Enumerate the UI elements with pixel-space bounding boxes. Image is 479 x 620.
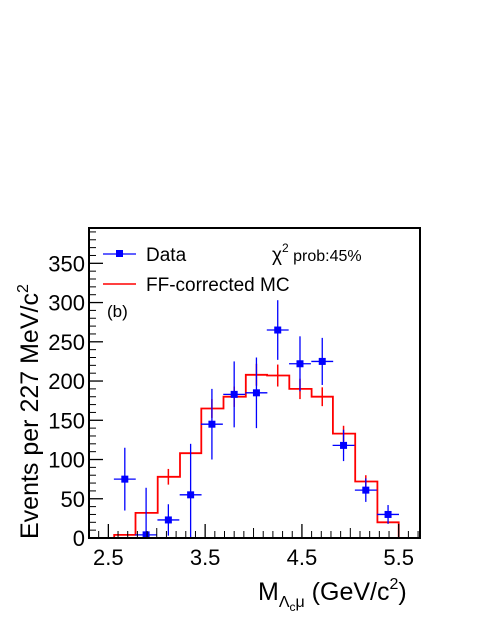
data-point <box>121 475 129 483</box>
y-axis-title: Events per 227 MeV/c2 <box>15 284 44 539</box>
data-points-layer <box>113 300 399 539</box>
x-axis-title-unit-sup: 2 <box>389 576 398 593</box>
data-point <box>142 531 150 539</box>
data-point <box>318 357 326 365</box>
x-axis-title-sub-lambda: Λ <box>279 594 290 611</box>
x-axis-title-sub-mu: μ <box>296 594 305 611</box>
data-point <box>362 486 370 494</box>
data-point <box>296 360 304 368</box>
chi2-annotation: χ2 prob:45% <box>272 241 362 266</box>
y-tick-label: 350 <box>48 251 85 276</box>
x-tick-label: 2.5 <box>93 545 124 570</box>
data-point <box>340 441 348 449</box>
x-axis-title: MΛcμ (GeV/c2) <box>258 576 407 614</box>
x-axis-title-unit: (GeV/c <box>305 578 390 606</box>
data-point <box>274 326 282 334</box>
legend: Data FF-corrected MC <box>103 245 290 296</box>
data-point <box>208 420 216 428</box>
chi2-sup: 2 <box>282 241 289 255</box>
mc-step-line <box>89 373 420 539</box>
panel-label: (b) <box>107 302 128 321</box>
chi2-symbol: χ <box>272 245 282 266</box>
y-tick-label: 100 <box>48 448 85 473</box>
legend-data-marker <box>116 250 123 257</box>
tick-labels-layer: 0 50 100 150 200 250 300 350 2.5 3.5 4.5 5.5 <box>48 251 414 570</box>
x-tick-label: 4.5 <box>287 545 318 570</box>
y-tick-label: 300 <box>48 291 85 316</box>
y-tick-label: 200 <box>48 369 85 394</box>
y-tick-label: 50 <box>61 487 85 512</box>
data-point <box>252 389 260 397</box>
legend-data-label: Data <box>146 245 187 266</box>
plot-frame <box>88 227 421 539</box>
x-axis-title-sub-c: c <box>290 600 296 614</box>
x-tick-label: 5.5 <box>383 545 414 570</box>
axis-ticks-layer <box>89 231 419 539</box>
x-axis-title-main: M <box>258 578 279 606</box>
legend-mc-label: FF-corrected MC <box>146 275 290 296</box>
data-point <box>187 491 195 499</box>
y-tick-label: 250 <box>48 330 85 355</box>
data-point <box>164 516 172 524</box>
chi2-text: prob:45% <box>289 248 362 265</box>
y-axis-title-main: Events per 227 MeV/c <box>16 293 44 539</box>
y-tick-label: 0 <box>73 526 85 551</box>
y-axis-title-sup: 2 <box>15 284 32 293</box>
y-tick-label: 150 <box>48 408 85 433</box>
data-point <box>384 510 392 518</box>
x-tick-label: 3.5 <box>190 545 221 570</box>
data-point <box>230 390 238 398</box>
x-axis-title-unit-close: ) <box>398 578 406 606</box>
